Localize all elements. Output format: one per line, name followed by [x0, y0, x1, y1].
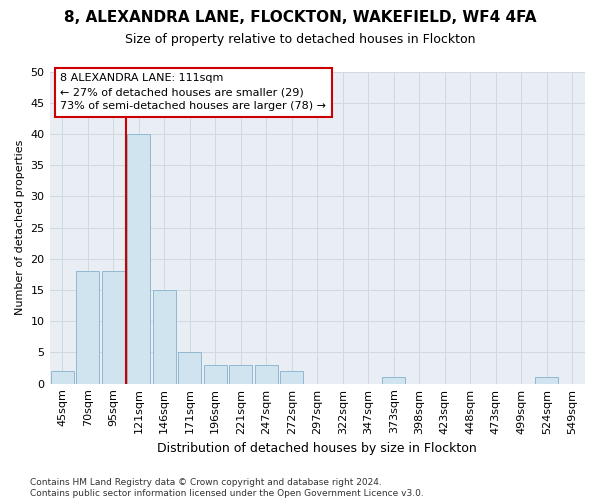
Bar	[178, 352, 201, 384]
Text: 8, ALEXANDRA LANE, FLOCKTON, WAKEFIELD, WF4 4FA: 8, ALEXANDRA LANE, FLOCKTON, WAKEFIELD, …	[64, 10, 536, 25]
Bar	[280, 371, 303, 384]
Bar	[204, 365, 227, 384]
Bar	[102, 272, 125, 384]
Text: 8 ALEXANDRA LANE: 111sqm
← 27% of detached houses are smaller (29)
73% of semi-d: 8 ALEXANDRA LANE: 111sqm ← 27% of detach…	[60, 73, 326, 111]
Bar	[255, 365, 278, 384]
Bar	[76, 272, 99, 384]
X-axis label: Distribution of detached houses by size in Flockton: Distribution of detached houses by size …	[157, 442, 477, 455]
Y-axis label: Number of detached properties: Number of detached properties	[15, 140, 25, 316]
Text: Size of property relative to detached houses in Flockton: Size of property relative to detached ho…	[125, 32, 475, 46]
Bar	[127, 134, 150, 384]
Bar	[535, 378, 558, 384]
Bar	[382, 378, 405, 384]
Text: Contains HM Land Registry data © Crown copyright and database right 2024.
Contai: Contains HM Land Registry data © Crown c…	[30, 478, 424, 498]
Bar	[153, 290, 176, 384]
Bar	[51, 371, 74, 384]
Bar	[229, 365, 252, 384]
